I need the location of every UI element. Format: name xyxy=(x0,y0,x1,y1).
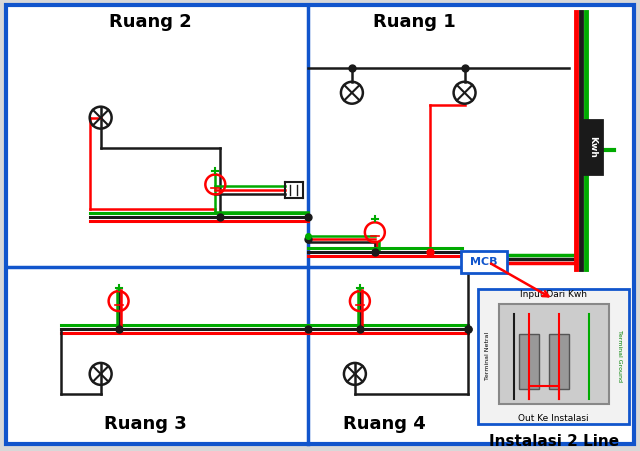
Text: Ruang 4: Ruang 4 xyxy=(344,415,426,433)
Bar xyxy=(477,289,629,424)
Text: Input Dari Kwh: Input Dari Kwh xyxy=(520,290,587,299)
Text: Terminal Netral: Terminal Netral xyxy=(485,332,490,380)
Text: Ruang 2: Ruang 2 xyxy=(109,13,192,31)
Text: Kwh: Kwh xyxy=(588,136,596,157)
Text: Terminal Ground: Terminal Ground xyxy=(616,330,621,382)
Text: Ruang 3: Ruang 3 xyxy=(104,415,187,433)
Text: Out Ke Instalasi: Out Ke Instalasi xyxy=(518,414,589,423)
Text: Instalasi 2 Line: Instalasi 2 Line xyxy=(489,434,620,449)
Bar xyxy=(582,120,602,175)
Text: Ruang 1: Ruang 1 xyxy=(373,13,456,31)
Bar xyxy=(549,334,569,389)
Bar xyxy=(520,334,540,389)
FancyBboxPatch shape xyxy=(461,251,508,273)
Bar xyxy=(499,304,609,404)
Text: MCB: MCB xyxy=(470,257,497,267)
